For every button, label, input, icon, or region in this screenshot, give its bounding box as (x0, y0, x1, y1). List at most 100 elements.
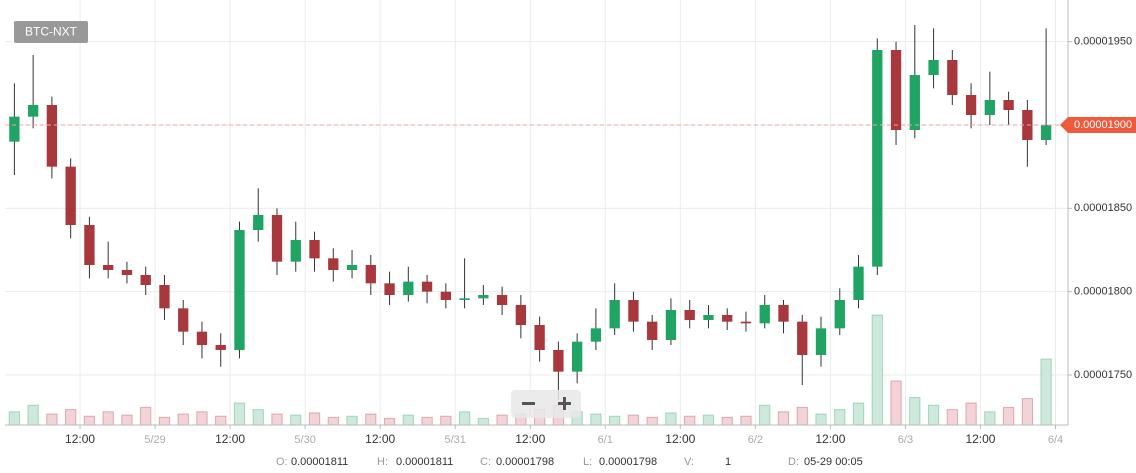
volume-bar (252, 409, 264, 426)
y-tick-label: 0.00001750 (1074, 369, 1132, 381)
volume-bar (158, 416, 171, 426)
volume-bar (927, 404, 940, 426)
candle-body (234, 230, 245, 350)
candle-body (421, 281, 433, 292)
candle-body (965, 95, 977, 115)
candle-body (1040, 125, 1052, 140)
volume-bar (121, 414, 133, 426)
candle-layer (9, 25, 1052, 400)
volume-bar (233, 402, 246, 426)
volume-bar (590, 413, 602, 426)
volume-bar (890, 380, 902, 426)
volume-bar (965, 402, 977, 426)
candle-body (872, 50, 883, 267)
symbol-badge (14, 21, 88, 43)
info-label: L: (583, 456, 592, 468)
volume-bar (64, 409, 77, 426)
candle-body (27, 105, 39, 117)
x-tick-label: 12:00 (65, 432, 95, 446)
candle-body (346, 265, 358, 270)
volume-bar (946, 409, 958, 426)
candle-body (1003, 100, 1014, 110)
candle-body (478, 295, 489, 299)
chart-title: BTC-NXT (25, 25, 78, 39)
x-tick-label: 6/2 (748, 434, 763, 446)
candle-body (309, 240, 320, 259)
candle-body (496, 295, 508, 305)
volume-bar (83, 415, 96, 426)
volume-bar (8, 411, 21, 426)
candle-body (853, 266, 864, 300)
x-tick-label: 5/29 (144, 434, 165, 446)
y-tick-label: 0.00001800 (1074, 286, 1132, 298)
x-tick-label: 12:00 (965, 432, 995, 446)
info-label: O: (276, 456, 288, 468)
candle-body (909, 75, 920, 130)
candle-body (665, 310, 677, 340)
x-tick-label: 12:00 (515, 432, 545, 446)
volume-bar (740, 415, 752, 426)
grid (5, 0, 1068, 425)
volume-bar (627, 414, 640, 426)
y-tick-label: 0.00001950 (1074, 36, 1132, 48)
candle-body (797, 321, 808, 355)
axes: 0.00001750 0.00001800 0.00001850 0.00001900… (5, 36, 1136, 446)
candle-body (84, 225, 95, 265)
volume-bar (365, 413, 377, 426)
volume-bar (721, 416, 733, 426)
info-value: 0.00001798 (599, 456, 657, 468)
candle-body (215, 345, 226, 350)
candle-body (740, 321, 752, 324)
volume-bar (421, 416, 433, 426)
volume-bar (852, 402, 865, 426)
volume-bar (440, 415, 452, 426)
candle-body (178, 308, 189, 332)
volume-bar (102, 411, 114, 426)
volume-bar (496, 414, 508, 426)
volume-bar (196, 411, 208, 426)
volume-bar (871, 314, 883, 426)
x-tick-label: 5/31 (445, 434, 466, 446)
candle-body (553, 350, 564, 372)
candle-body (121, 270, 133, 275)
candle-body (890, 50, 902, 130)
candle-body (403, 281, 414, 295)
candle-body (459, 298, 470, 300)
candle-body (253, 215, 264, 230)
candle-body (328, 258, 339, 270)
x-tick-label: 12:00 (665, 432, 695, 446)
x-tick-label: 12:00 (815, 432, 845, 446)
volume-bar (271, 413, 283, 426)
candle-body (365, 265, 376, 284)
candle-body (65, 166, 76, 225)
info-value: 05-29 00:05 (804, 456, 863, 468)
zoom-out[interactable] (522, 402, 535, 405)
candle-body (834, 300, 845, 329)
volume-bar (684, 415, 696, 426)
volume-bar (984, 411, 996, 426)
volume-bar (665, 412, 677, 426)
info-value: 1 (725, 456, 731, 468)
zoom-in[interactable] (558, 397, 571, 410)
x-tick-label: 12:00 (365, 432, 395, 446)
candle-body (534, 325, 545, 350)
candle-body (778, 305, 789, 322)
candle-body (684, 310, 695, 320)
volume-bar (140, 406, 152, 426)
candle-body (140, 275, 151, 285)
volume-bar (27, 404, 39, 426)
info-bar: O: 0.00001811 H: 0.00001811 C: 0.00001798 L: 0.… (276, 456, 863, 468)
volume-bar (777, 411, 790, 426)
candle-body (440, 291, 451, 300)
candle-body (571, 341, 583, 372)
candle-body (947, 60, 958, 95)
y-tick-label: 0.00001850 (1074, 202, 1132, 214)
candle-body (928, 60, 939, 75)
volume-bar (834, 409, 846, 426)
volume-bar (46, 413, 58, 426)
zoom-controls (511, 390, 581, 418)
candle-body (609, 300, 620, 329)
candle-body (271, 215, 283, 262)
volume-bar (327, 416, 339, 426)
candle-body (759, 305, 770, 324)
